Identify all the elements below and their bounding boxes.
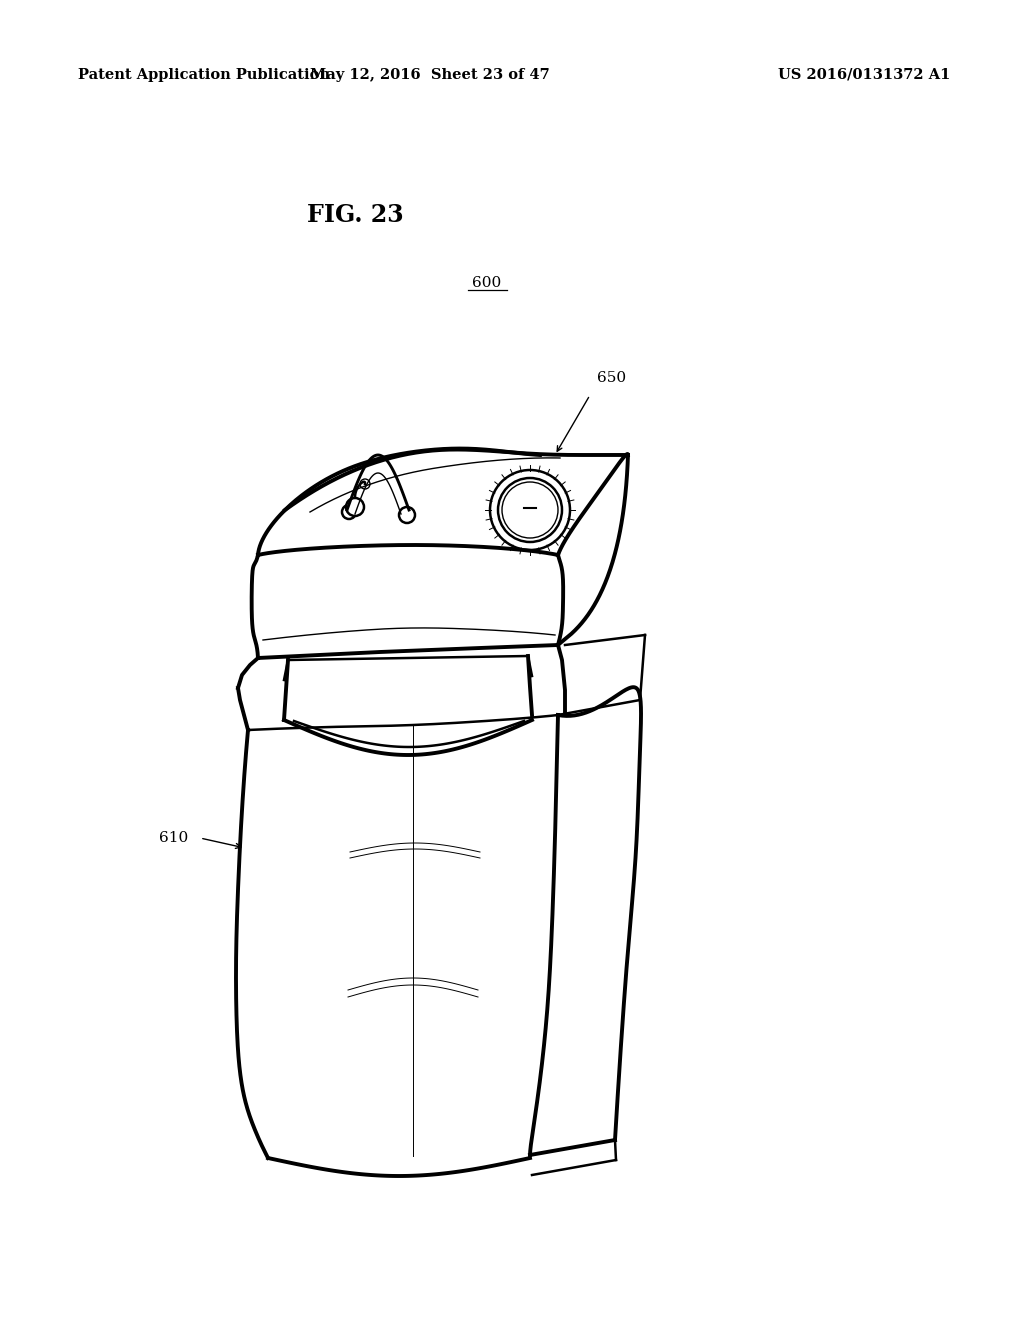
Text: 650: 650 [597, 371, 626, 385]
Circle shape [346, 498, 364, 516]
Text: 610: 610 [159, 832, 188, 845]
Text: 600: 600 [472, 276, 502, 290]
Text: US 2016/0131372 A1: US 2016/0131372 A1 [777, 69, 950, 82]
Circle shape [399, 507, 415, 523]
Text: FIG. 23: FIG. 23 [306, 203, 403, 227]
Circle shape [360, 479, 370, 488]
Circle shape [502, 482, 558, 539]
Text: Patent Application Publication: Patent Application Publication [78, 69, 330, 82]
Circle shape [498, 478, 562, 543]
Circle shape [490, 470, 570, 550]
Text: May 12, 2016  Sheet 23 of 47: May 12, 2016 Sheet 23 of 47 [310, 69, 550, 82]
Circle shape [342, 506, 356, 519]
